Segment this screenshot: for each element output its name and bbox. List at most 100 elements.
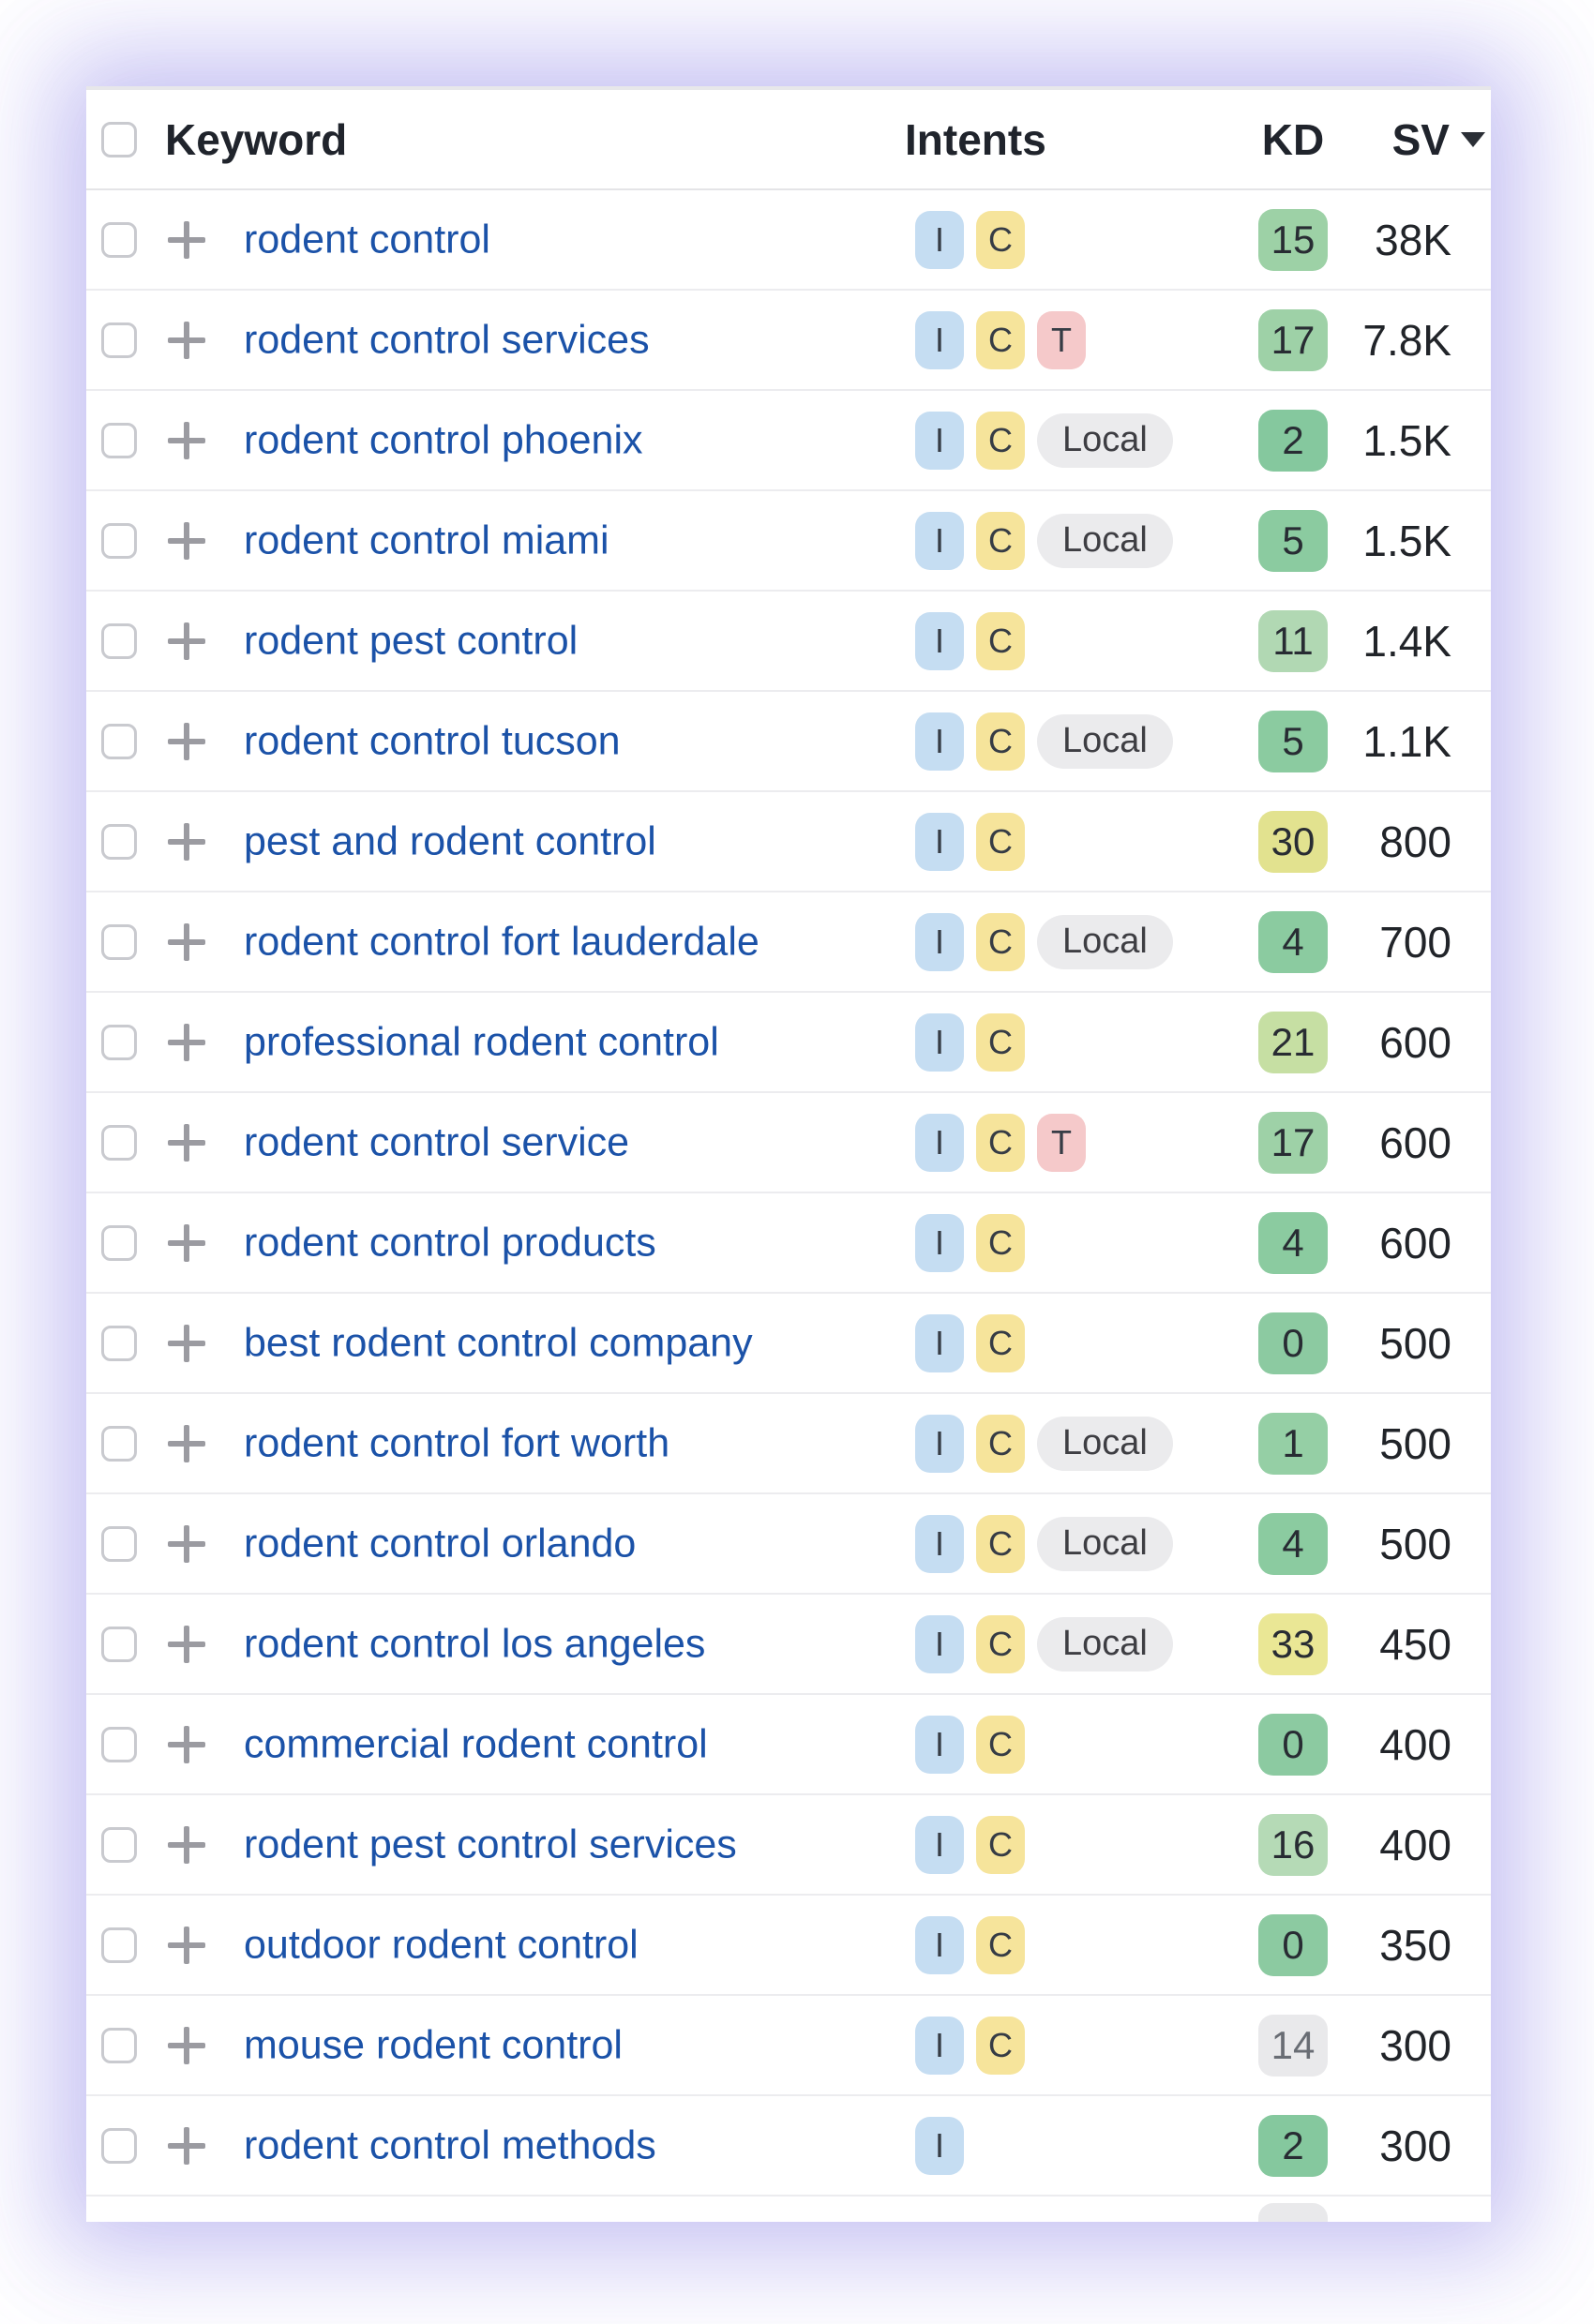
- intent-badge-local: Local: [1037, 412, 1173, 468]
- add-keyword-button plus-icon[interactable]: [167, 1524, 206, 1564]
- keyword-checkbox[interactable]: [101, 923, 137, 960]
- keyword-link[interactable]: rodent control los angeles: [244, 1621, 706, 1666]
- sv-trend-sparkline-fragment: [1480, 1141, 1491, 1177]
- intent-badge-i: I: [915, 611, 964, 670]
- intent-badges: I C Local: [915, 712, 1173, 771]
- keyword-checkbox[interactable]: [101, 2127, 137, 2164]
- add-keyword-button plus-icon[interactable]: [167, 722, 206, 761]
- intent-badge-local: Local: [1037, 513, 1173, 568]
- intent-badge-c: C: [976, 712, 1025, 771]
- sort-desc-icon: [1461, 131, 1485, 147]
- keyword-column-header: Keyword: [165, 114, 348, 164]
- keyword-link[interactable]: rodent control phoenix: [244, 417, 643, 462]
- intent-badge-c: C: [976, 310, 1025, 369]
- keyword-link[interactable]: rodent control fort lauderdale: [244, 919, 759, 964]
- keyword-checkbox[interactable]: [101, 1927, 137, 1963]
- sv-sort-header[interactable]: SV: [1392, 114, 1485, 165]
- keyword-link[interactable]: rodent pest control services: [244, 1822, 737, 1867]
- keyword-link[interactable]: rodent control methods: [244, 2122, 656, 2167]
- kd-badge: 5: [1258, 509, 1328, 572]
- kd-badge: 1: [1258, 1412, 1328, 1475]
- keyword-checkbox[interactable]: [101, 1826, 137, 1863]
- select-all-checkbox[interactable]: [101, 121, 137, 157]
- add-keyword-button plus-icon[interactable]: [167, 521, 206, 561]
- keyword-link[interactable]: rodent control miami: [244, 517, 609, 562]
- add-keyword-button plus-icon[interactable]: [167, 1223, 206, 1263]
- keyword-checkbox[interactable]: [101, 1224, 137, 1261]
- add-keyword-button plus-icon[interactable]: [167, 1926, 206, 1965]
- keyword-checkbox[interactable]: [101, 1425, 137, 1462]
- intent-badge-c: C: [976, 1213, 1025, 1272]
- keyword-checkbox[interactable]: [101, 723, 137, 759]
- add-keyword-button plus-icon[interactable]: [167, 421, 206, 460]
- sv-trend-sparkline-fragment: [1480, 439, 1491, 474]
- keyword-link[interactable]: rodent control products: [244, 1220, 656, 1265]
- keyword-checkbox[interactable]: [101, 622, 137, 659]
- intent-badge-local: Local: [1037, 713, 1173, 769]
- keyword-checkbox[interactable]: [101, 1124, 137, 1161]
- add-keyword-button plus-icon[interactable]: [167, 2026, 206, 2065]
- sv-trend-sparkline-fragment: [1480, 1642, 1491, 1678]
- intent-badge-i: I: [915, 2016, 964, 2075]
- add-keyword-button plus-icon[interactable]: [167, 1625, 206, 1664]
- kd-badge: 0: [1258, 1713, 1328, 1776]
- sv-value: 500: [1379, 1418, 1451, 1468]
- table-row-partial: [86, 2197, 1491, 2222]
- keyword-link[interactable]: outdoor rodent control: [244, 1922, 639, 1967]
- add-keyword-button plus-icon[interactable]: [167, 2126, 206, 2166]
- add-keyword-button plus-icon[interactable]: [167, 1324, 206, 1363]
- add-keyword-button plus-icon[interactable]: [167, 1725, 206, 1764]
- keyword-checkbox[interactable]: [101, 221, 137, 258]
- keyword-checkbox[interactable]: [101, 2027, 137, 2063]
- add-keyword-button plus-icon[interactable]: [167, 822, 206, 862]
- intent-badge-c: C: [976, 1514, 1025, 1573]
- keyword-checkbox[interactable]: [101, 823, 137, 860]
- keyword-checkbox[interactable]: [101, 1024, 137, 1060]
- keyword-link[interactable]: best rodent control company: [244, 1320, 753, 1365]
- keyword-link[interactable]: rodent control orlando: [244, 1521, 637, 1566]
- keyword-checkbox[interactable]: [101, 1325, 137, 1361]
- keyword-link[interactable]: rodent pest control: [244, 618, 579, 663]
- sv-value: 7.8K: [1362, 315, 1451, 365]
- add-keyword-button plus-icon[interactable]: [167, 922, 206, 962]
- keyword-link[interactable]: rodent control fort worth: [244, 1420, 670, 1465]
- intents-column-header: Intents: [905, 114, 1046, 164]
- intent-badges: I C Local: [915, 511, 1173, 570]
- intent-badges: I C Local: [915, 1514, 1173, 1573]
- intent-badge-c: C: [976, 411, 1025, 470]
- kd-badge: 14: [1258, 2014, 1328, 2077]
- keyword-link[interactable]: rodent control service: [244, 1119, 630, 1164]
- sv-trend-sparkline-fragment: [1480, 338, 1491, 374]
- keyword-checkbox[interactable]: [101, 1726, 137, 1762]
- keyword-checkbox[interactable]: [101, 522, 137, 559]
- intent-badge-i: I: [915, 310, 964, 369]
- add-keyword-button plus-icon[interactable]: [167, 220, 206, 260]
- add-keyword-button plus-icon[interactable]: [167, 1123, 206, 1162]
- keyword-link[interactable]: commercial rodent control: [244, 1721, 708, 1766]
- sv-trend-sparkline-fragment: [1480, 940, 1491, 976]
- table-row: rodent control orlando I C Local 4 500: [86, 1494, 1491, 1595]
- keyword-checkbox[interactable]: [101, 322, 137, 358]
- sv-trend-sparkline-fragment: [1480, 1843, 1491, 1879]
- add-keyword-button plus-icon[interactable]: [167, 321, 206, 360]
- intent-badge-i: I: [915, 1012, 964, 1072]
- keyword-link[interactable]: rodent control tucson: [244, 718, 621, 763]
- add-keyword-button plus-icon[interactable]: [167, 1023, 206, 1062]
- keyword-link[interactable]: rodent control services: [244, 317, 650, 362]
- intent-badge-i: I: [915, 1514, 964, 1573]
- add-keyword-button plus-icon[interactable]: [167, 1825, 206, 1865]
- add-keyword-button plus-icon[interactable]: [167, 1424, 206, 1463]
- keyword-link[interactable]: pest and rodent control: [244, 818, 656, 863]
- keyword-link[interactable]: professional rodent control: [244, 1019, 719, 1064]
- keyword-checkbox[interactable]: [101, 422, 137, 458]
- keyword-checkbox[interactable]: [101, 1626, 137, 1662]
- intent-badge-c: C: [976, 511, 1025, 570]
- add-keyword-button plus-icon[interactable]: [167, 622, 206, 661]
- keyword-checkbox[interactable]: [101, 1525, 137, 1562]
- keyword-link[interactable]: mouse rodent control: [244, 2022, 623, 2067]
- keyword-link[interactable]: rodent control: [244, 217, 490, 262]
